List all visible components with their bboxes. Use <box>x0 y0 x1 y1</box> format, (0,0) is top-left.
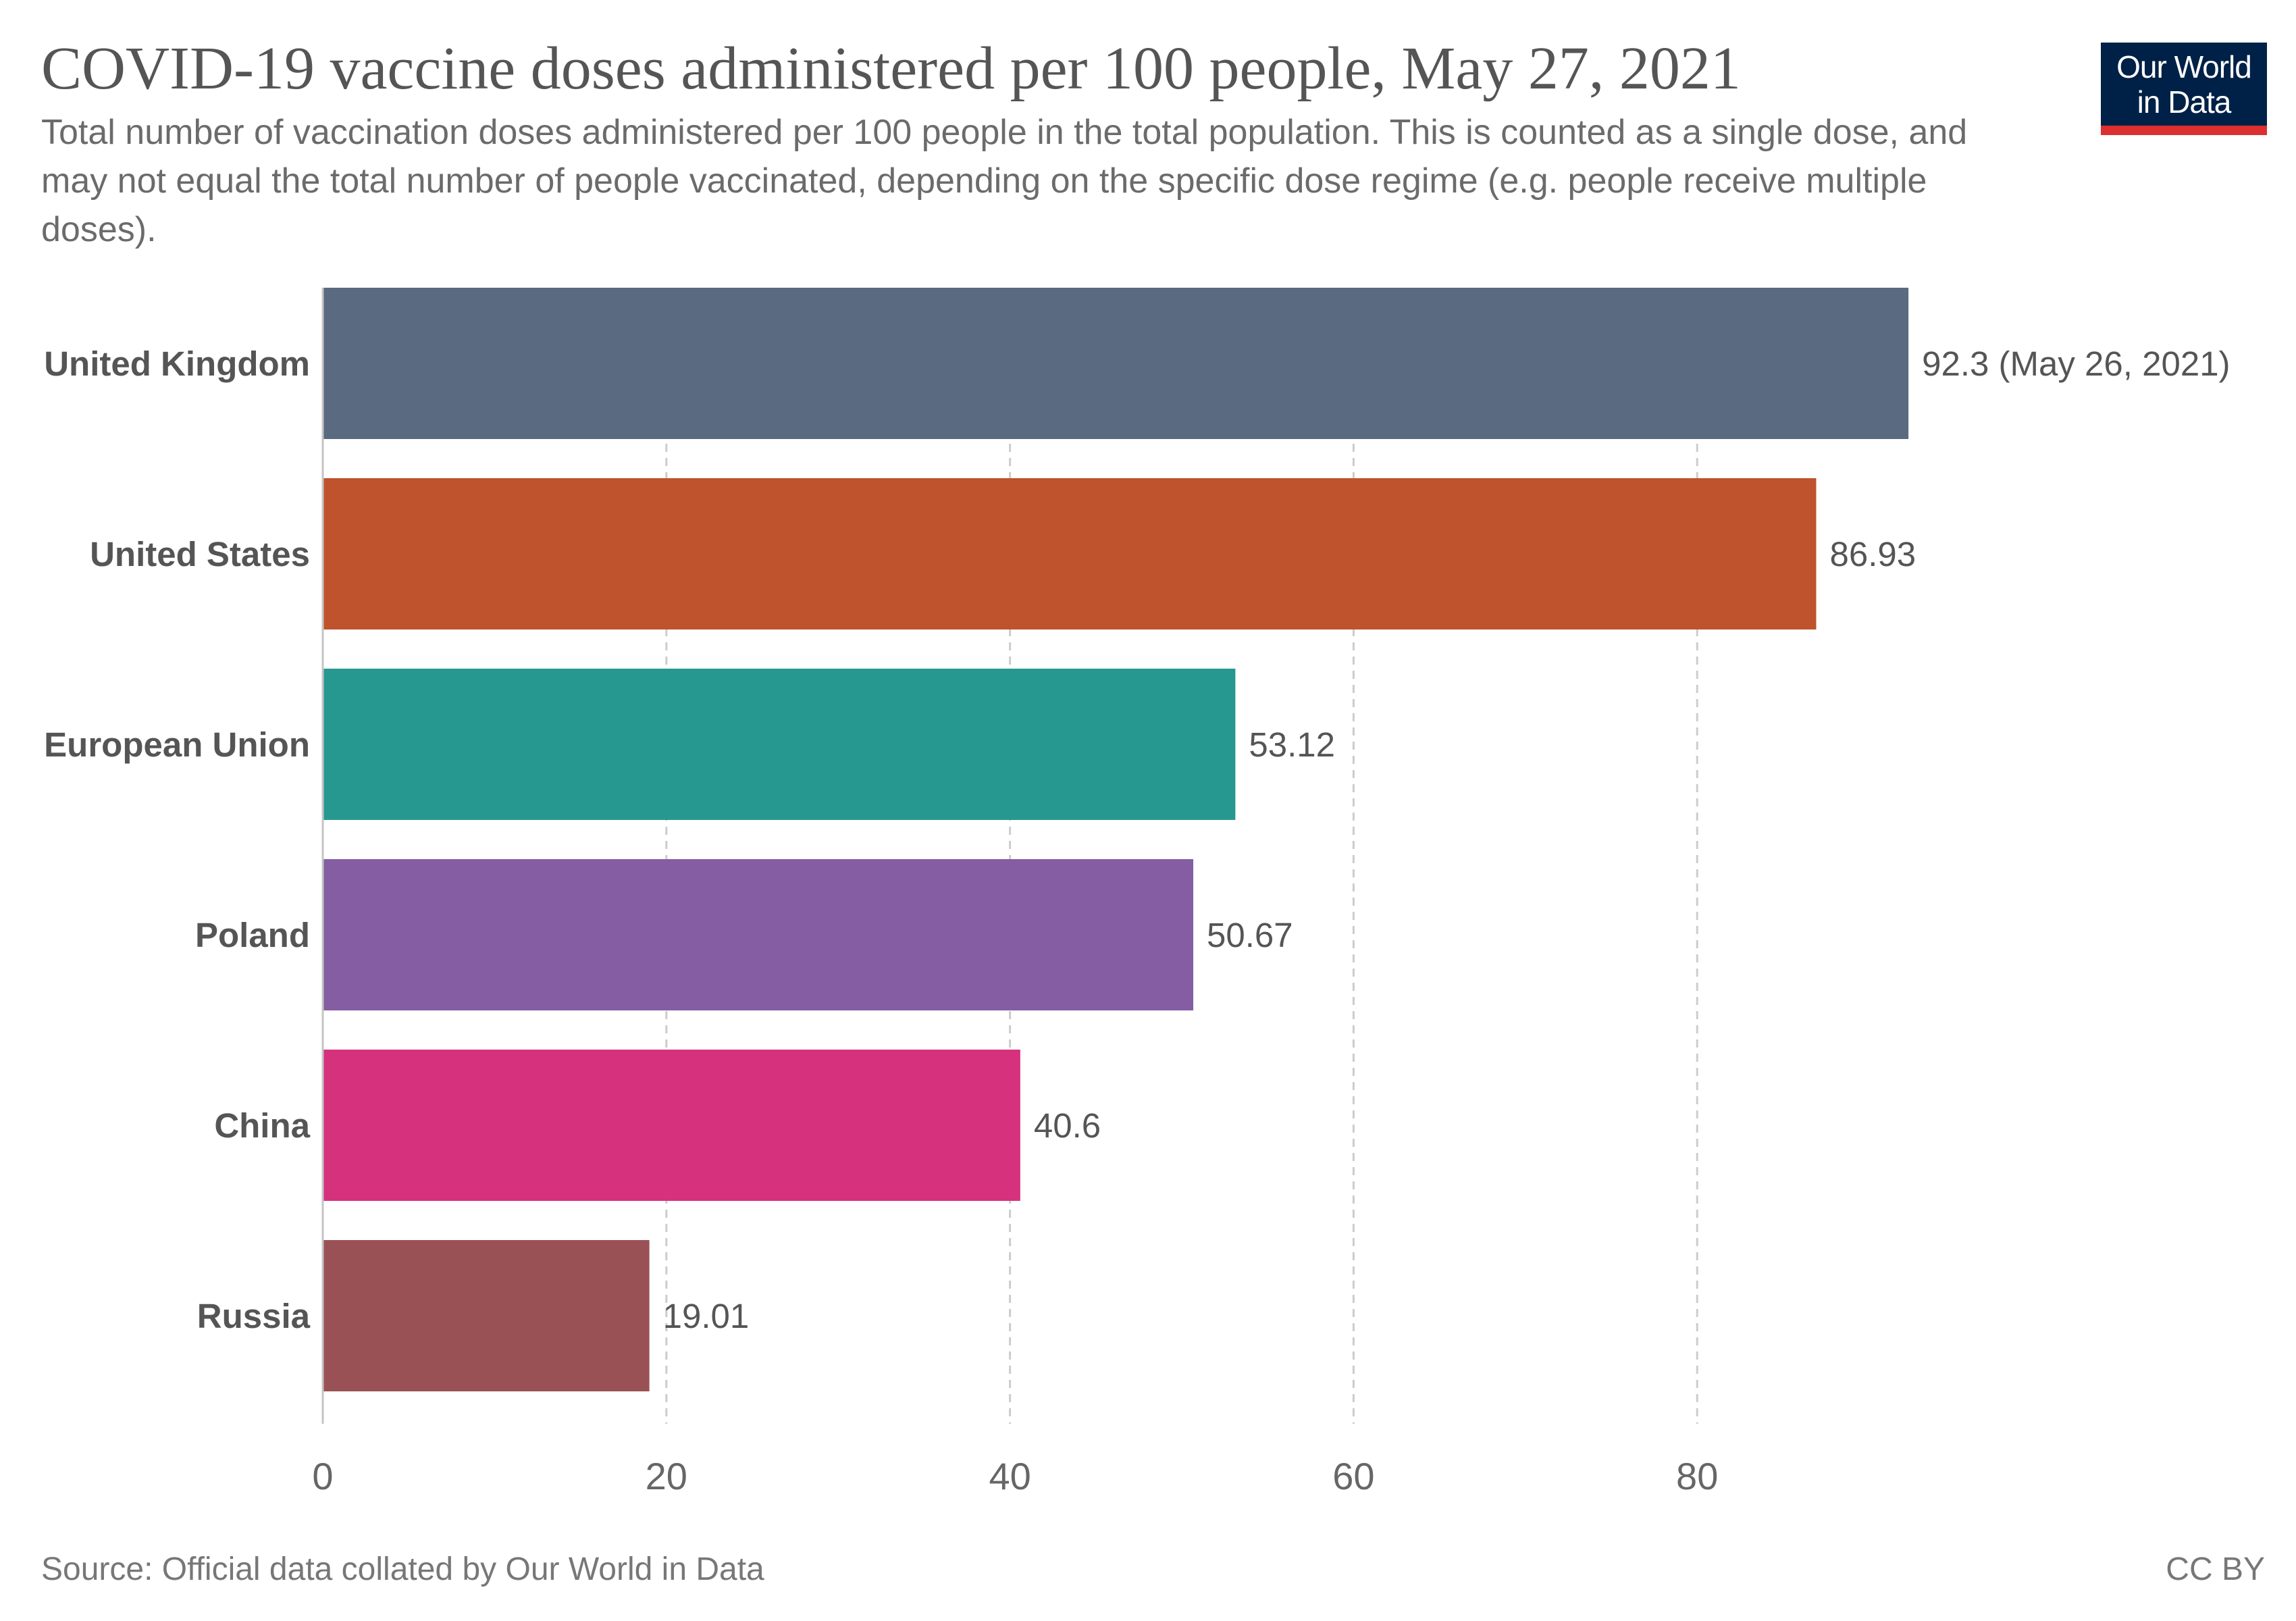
category-label: European Union <box>44 725 310 764</box>
category-label: Russia <box>197 1297 311 1335</box>
x-tick-label: 80 <box>1676 1455 1718 1497</box>
value-label: 50.67 <box>1207 916 1293 954</box>
x-tick-label: 0 <box>312 1455 333 1497</box>
bar[interactable] <box>323 1240 650 1391</box>
x-tick-label: 60 <box>1332 1455 1374 1497</box>
logo-line-2: in Data <box>2137 84 2232 120</box>
bar[interactable] <box>323 478 1817 629</box>
x-tick-label: 20 <box>646 1455 687 1497</box>
value-label: 53.12 <box>1249 725 1335 764</box>
category-label: Poland <box>195 916 310 954</box>
value-label: 19.01 <box>663 1297 750 1335</box>
bar[interactable] <box>323 1050 1020 1201</box>
category-label: United Kingdom <box>44 344 310 383</box>
bar[interactable] <box>323 288 1909 439</box>
chart-subtitle: Total number of vaccination doses admini… <box>41 113 1968 249</box>
bars <box>323 288 1909 1391</box>
owid-logo[interactable]: Our World in Data <box>2101 43 2267 135</box>
category-label: United States <box>90 535 310 573</box>
source-note: Source: Official data collated by Our Wo… <box>41 1551 764 1587</box>
value-label: 86.93 <box>1829 535 1916 573</box>
bar[interactable] <box>323 669 1236 820</box>
value-label: 92.3 (May 26, 2021) <box>1922 344 2230 383</box>
grid-lines <box>665 288 1698 1424</box>
chart-title: COVID-19 vaccine doses administered per … <box>41 35 1741 102</box>
axes: 0 20 40 60 80 United Kingdom 92.3 (May 26, 202… <box>44 288 2230 1497</box>
category-label: China <box>214 1106 310 1145</box>
license-link[interactable]: CC BY <box>2166 1551 2265 1587</box>
value-label: 40.6 <box>1034 1106 1101 1145</box>
x-tick-label: 40 <box>989 1455 1030 1497</box>
logo-line-1: Our World <box>2116 49 2252 84</box>
bar[interactable] <box>323 859 1194 1010</box>
